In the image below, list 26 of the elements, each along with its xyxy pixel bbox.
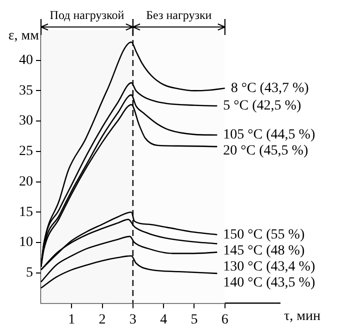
series-label: 8 °C (43,7 %) [230, 80, 310, 96]
y-axis-title: ε, мм [8, 28, 40, 44]
y-tick-label: 35 [19, 83, 33, 98]
x-tick-label: 3 [129, 312, 136, 328]
series-label: 130 °C (43,4 %) [223, 259, 316, 274]
x-tick-label: 2 [98, 312, 106, 328]
series-label: 145 °C (48 %) [223, 243, 305, 258]
x-tick-label: 6 [221, 312, 228, 328]
series-label: 105 °C (44,5 %) [223, 128, 316, 143]
y-tick-label: 10 [19, 235, 33, 250]
band-label: Под нагрузкой [50, 8, 125, 22]
series-label: 150 °C (55 %) [223, 227, 305, 242]
x-tick-label: 4 [160, 312, 168, 328]
series-label: 140 °C (43,5 %) [223, 275, 316, 290]
series-label: 5 °C (42,5 %) [223, 98, 302, 114]
series-label: 20 °C (45,5 %) [223, 144, 308, 159]
y-tick-label: 5 [26, 266, 33, 281]
x-tick-label: 5 [190, 312, 198, 328]
x-tick-label: 1 [68, 312, 76, 328]
y-tick-label: 20 [19, 174, 33, 190]
y-tick-label: 40 [19, 53, 33, 68]
y-tick-label: 25 [19, 144, 33, 160]
x-axis-title: τ, мин [284, 308, 321, 324]
band-label: Без нагрузки [146, 8, 212, 22]
y-tick-label: 15 [19, 204, 33, 220]
y-tick-label: 30 [19, 114, 33, 129]
